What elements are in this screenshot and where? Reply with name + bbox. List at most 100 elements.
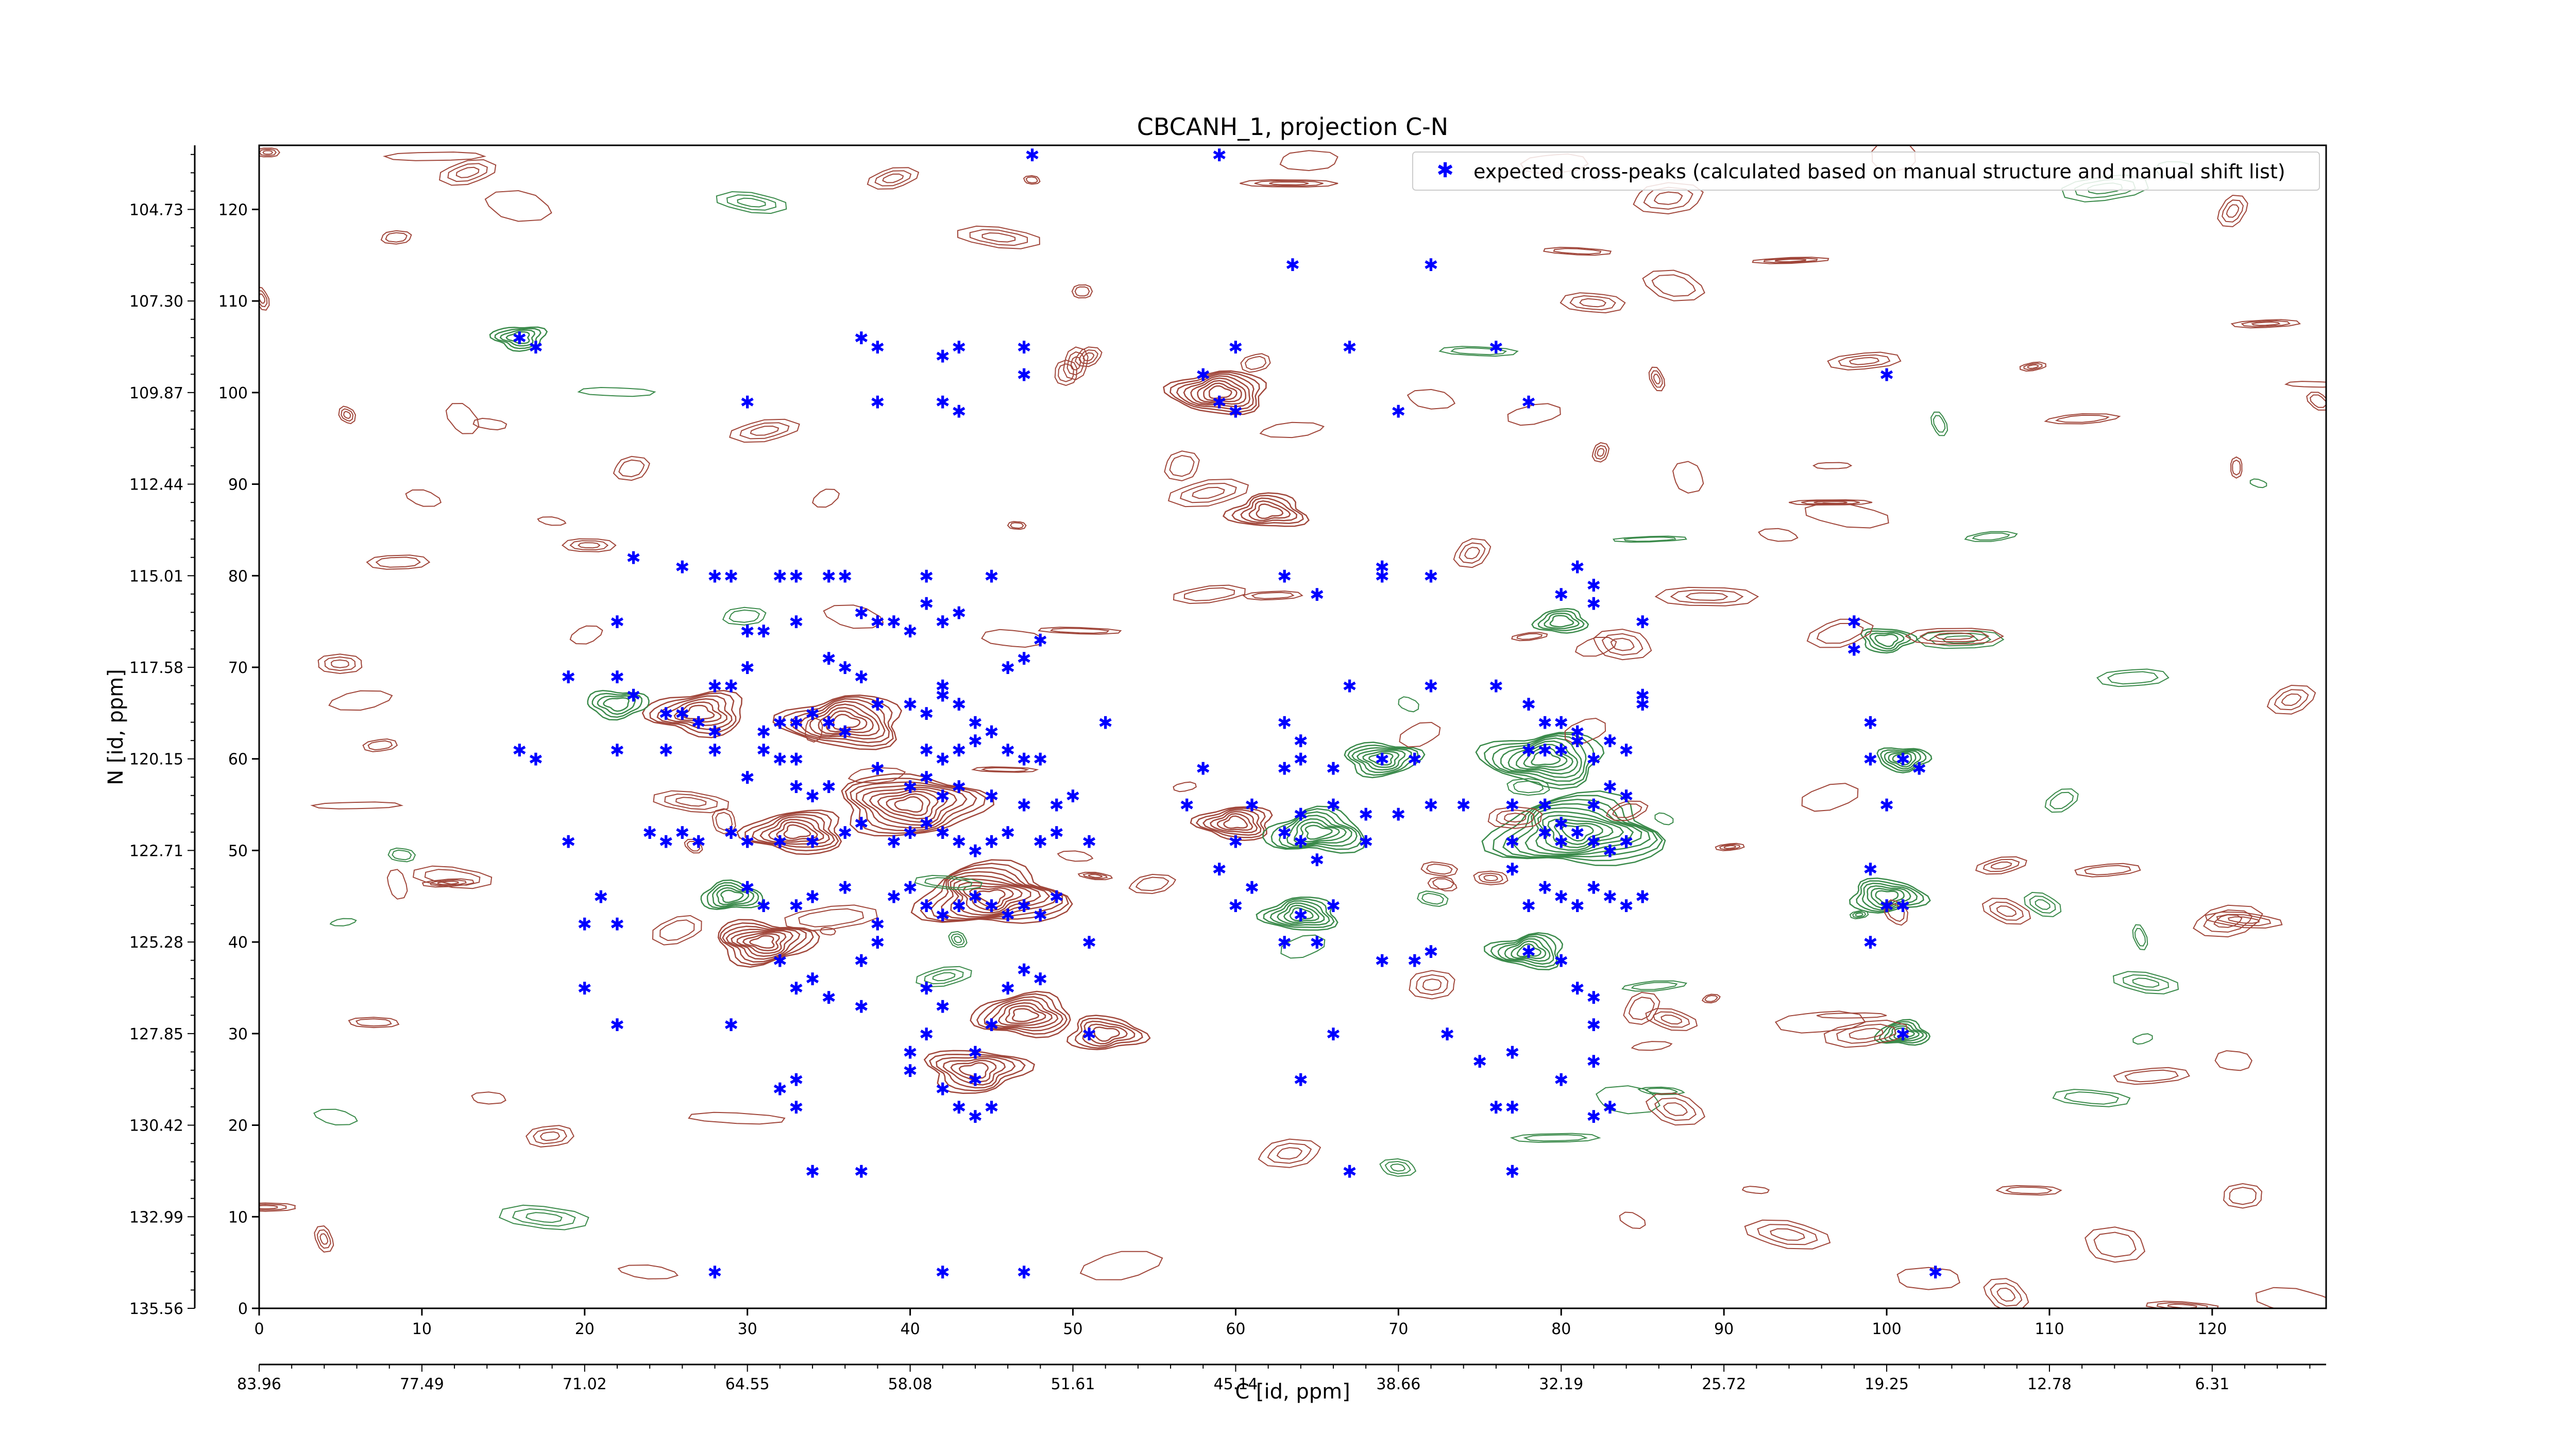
cross-peak-marker: ✱ (838, 566, 853, 587)
cross-peak-marker: ✱ (968, 841, 983, 862)
noise-contour (532, 1128, 568, 1144)
noise-contour (387, 847, 416, 863)
cross-peak-marker: ✱ (756, 722, 771, 743)
contour-level (1869, 632, 1905, 650)
noise-contour (259, 1202, 296, 1212)
cross-peak-marker: ✱ (1603, 841, 1618, 862)
contour-level (1535, 811, 1634, 853)
cross-peak-marker: ✱ (1863, 713, 1878, 734)
cross-peak-marker: ✱ (1570, 722, 1585, 743)
noise-contour (1653, 191, 1683, 205)
noise-contour (1420, 861, 1459, 877)
y-tick-label: 10 (228, 1208, 248, 1226)
noise-contour (343, 411, 351, 419)
cross-peak-marker: ✱ (1456, 796, 1471, 816)
contour-level (1074, 1018, 1143, 1049)
noise-contour (1838, 354, 1891, 368)
x-tick-label: 10 (412, 1320, 432, 1338)
noise-contour (1774, 1010, 1866, 1034)
noise-contour (2193, 904, 2263, 938)
cross-peak-marker: ✱ (1554, 1070, 1569, 1091)
contour-level (1231, 495, 1304, 525)
contour-level (1203, 382, 1238, 401)
contour-level (1874, 1019, 1931, 1046)
noise-contour (2228, 916, 2260, 924)
cross-peak-marker: ✱ (773, 832, 788, 853)
noise-contour (484, 190, 552, 222)
noise-contour (1623, 991, 1660, 1025)
contour-level (936, 1056, 1016, 1089)
noise-contour (1399, 721, 1441, 748)
cross-peak-marker: ✱ (1554, 887, 1569, 907)
cross-peak-marker: ✱ (1554, 814, 1569, 834)
cross-peak-marker: ✱ (1521, 896, 1536, 917)
cross-peak-marker: ✱ (952, 401, 967, 422)
noise-contour (2124, 1069, 2179, 1083)
contour-level (1481, 790, 1666, 866)
noise-contour (1801, 783, 1859, 812)
noise-contour (971, 766, 1039, 773)
noise-contour (1989, 901, 2024, 921)
cross-peak-marker: ✱ (1586, 750, 1601, 770)
noise-contour (798, 908, 865, 928)
y-ppm-tick-label: 109.87 (129, 384, 183, 402)
contour-level (800, 700, 886, 740)
contour-level (649, 692, 737, 734)
cross-peak-marker: ✱ (854, 667, 869, 688)
y-tick-label: 90 (228, 476, 248, 494)
x-ppm-tick-label: 83.96 (237, 1375, 281, 1393)
noise-contour (1612, 803, 1642, 818)
cross-peak-marker: ✱ (805, 832, 820, 853)
x-tick-label: 100 (1872, 1320, 1901, 1338)
cross-peak-marker: ✱ (1017, 796, 1032, 816)
cross-peak-marker: ✱ (1375, 558, 1389, 578)
contour-level (682, 704, 715, 720)
cross-peak-marker: ✱ (1895, 1024, 1910, 1045)
contour-level (928, 1053, 1026, 1092)
cross-peak-marker: ✱ (1586, 1107, 1601, 1127)
noise-contour (1651, 274, 1696, 297)
noise-contour (1990, 1283, 2023, 1307)
noise-contour (386, 869, 408, 900)
contour-level (712, 884, 755, 907)
noise-contour (1601, 633, 1643, 656)
contour-level (1537, 610, 1585, 632)
y-tick-label: 60 (228, 751, 248, 769)
noise-contour (1654, 1097, 1697, 1121)
noise-contour (1849, 910, 1869, 920)
cross-peak-marker: ✱ (805, 786, 820, 807)
contour-level (1483, 932, 1564, 971)
noise-contour (686, 840, 701, 852)
cross-peak-marker: ✱ (756, 896, 771, 917)
contour-level (1304, 824, 1333, 840)
cross-peak-marker: ✱ (1033, 750, 1048, 770)
cross-peak-marker: ✱ (1423, 796, 1438, 816)
cross-peak-marker: ✱ (1505, 1098, 1520, 1118)
cross-peak-marker: ✱ (512, 328, 527, 349)
cross-peak-marker: ✱ (1586, 796, 1601, 816)
y-ppm-tick-label: 125.28 (129, 934, 183, 952)
noise-contour (1254, 180, 1324, 187)
cross-peak-marker: ✱ (805, 969, 820, 990)
cross-peak-marker: ✱ (919, 566, 934, 587)
contour-level (700, 879, 764, 911)
cross-peak-marker: ✱ (1049, 823, 1064, 844)
noise-contour (499, 1204, 589, 1231)
noise-contour (1258, 1138, 1321, 1168)
contour-level (950, 1059, 997, 1083)
cross-peak-marker: ✱ (903, 1042, 918, 1063)
x-tick-label: 50 (1063, 1320, 1082, 1338)
noise-contour (259, 293, 266, 304)
noise-contour (1758, 528, 1799, 542)
noise-contour (2213, 914, 2243, 928)
contour-level (962, 885, 1023, 911)
noise-contour (455, 166, 480, 178)
noise-contour (1663, 1102, 1688, 1116)
noise-contour (1082, 873, 1108, 879)
contour-level (1195, 807, 1266, 838)
cross-peak-marker: ✱ (854, 1161, 869, 1182)
noise-contour (1560, 292, 1626, 314)
noise-contour (1836, 1023, 1896, 1044)
cross-peak-marker: ✱ (1879, 896, 1894, 917)
noise-contour (1078, 349, 1099, 364)
